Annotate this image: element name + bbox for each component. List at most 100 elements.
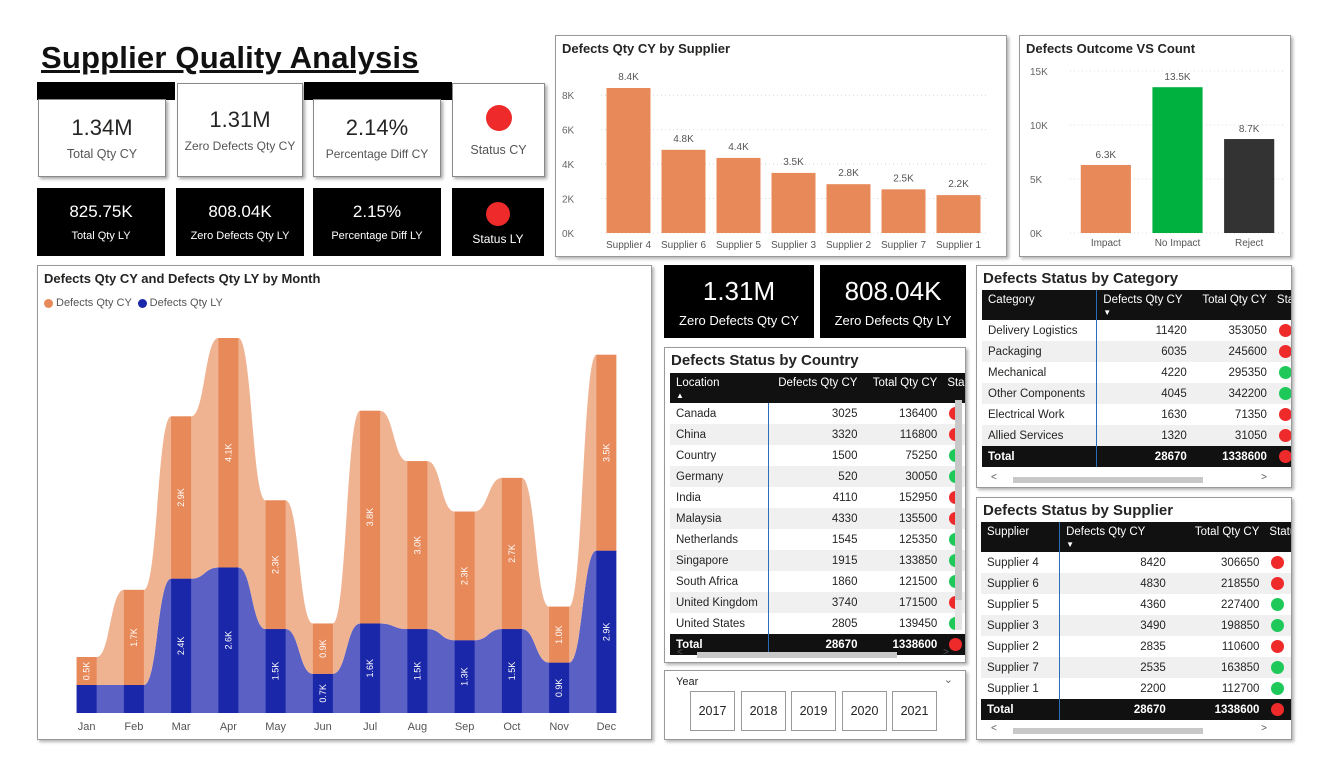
chevron-right-icon[interactable]: > [1261, 472, 1267, 483]
table-row[interactable]: Germany 520 30050 [670, 466, 965, 487]
table-row[interactable]: Supplier 7 2535 163850 [981, 657, 1291, 678]
cy-bar[interactable] [171, 416, 192, 579]
table-row[interactable]: Other Components 4045 342200 [982, 383, 1291, 404]
table-row[interactable]: Supplier 1 2200 112700 [981, 678, 1291, 699]
bar[interactable] [771, 172, 816, 233]
horizontal-scrollbar[interactable]: < > [991, 723, 1281, 736]
zero-defects-ly-card[interactable]: 808.04K Zero Defects Qty LY [820, 265, 966, 338]
table-total-row[interactable]: Total 28670 1338600 [982, 446, 1291, 467]
col-header-category[interactable]: Category [982, 290, 1097, 320]
cy-bar[interactable] [454, 511, 475, 641]
col-header-status[interactable]: Sta [943, 373, 965, 403]
ly-bar[interactable] [549, 662, 570, 713]
col-header-total-qty[interactable]: Total Qty CY [863, 373, 944, 403]
cy-bar[interactable] [312, 623, 333, 674]
kpi-percentage-diff-ly[interactable]: 2.15% Percentage Diff LY [313, 188, 441, 256]
supplier-bar-chart-panel[interactable]: Defects Qty CY by Supplier 0K 2K 4K 6K 8K 8.4… [555, 35, 1007, 257]
monthly-ribbon-chart-panel[interactable]: Defects Qty CY and Defects Qty LY by Mon… [37, 265, 652, 740]
col-header-defects-qty[interactable]: Defects Qty CY ▼ [1096, 290, 1193, 320]
table-row[interactable]: Country 1500 75250 [670, 445, 965, 466]
ly-bar[interactable] [501, 629, 522, 713]
chevron-down-icon[interactable]: ⌄ [943, 674, 953, 686]
scroll-thumb[interactable] [955, 400, 962, 600]
col-header-supplier[interactable]: Supplier [981, 522, 1060, 552]
table-row[interactable]: China 3320 116800 [670, 424, 965, 445]
cy-ribbon[interactable] [76, 338, 617, 686]
table-total-row[interactable]: Total 28670 1338600 [670, 634, 965, 655]
country-table-panel[interactable]: Defects Status by Country Location ▲ Defe… [664, 347, 966, 663]
ly-bar[interactable] [407, 629, 428, 713]
kpi-percentage-diff-cy[interactable]: 2.14% Percentage Diff CY [313, 99, 441, 177]
col-header-total-qty[interactable]: Total Qty CY [1192, 290, 1273, 320]
col-header-status[interactable]: Statu [1265, 522, 1291, 552]
table-row[interactable]: Mechanical 4220 295350 [982, 362, 1291, 383]
ly-bar[interactable] [360, 623, 381, 713]
table-row[interactable]: Supplier 5 4360 227400 [981, 594, 1291, 615]
bar[interactable] [1152, 87, 1203, 233]
table-row[interactable]: Canada 3025 136400 [670, 403, 965, 424]
category-table-panel[interactable]: Defects Status by Category Category Defe… [976, 265, 1292, 488]
category-table[interactable]: Category Defects Qty CY ▼ Total Qty CY St… [982, 290, 1291, 467]
col-header-total-qty[interactable]: Total Qty CY [1171, 522, 1266, 552]
outcome-bar-chart-panel[interactable]: Defects Outcome VS Count 0K 5K 10K 15K 6.3K I… [1019, 35, 1291, 257]
bar[interactable] [606, 87, 651, 233]
cy-bar[interactable] [596, 354, 617, 551]
table-row[interactable]: Supplier 4 8420 306650 [981, 552, 1291, 573]
kpi-zero-defects-cy[interactable]: 1.31M Zero Defects Qty CY [177, 83, 303, 177]
year-option-2021[interactable]: 2021 [892, 691, 937, 731]
bar[interactable] [1224, 139, 1275, 233]
ly-bar[interactable] [454, 640, 475, 713]
table-row[interactable]: Singapore 1915 133850 [670, 550, 965, 571]
bar[interactable] [881, 189, 926, 233]
cy-bar[interactable] [218, 338, 239, 568]
supplier-table-panel[interactable]: Defects Status by Supplier Supplier Defe… [976, 497, 1292, 740]
kpi-total-qty-cy[interactable]: 1.34M Total Qty CY [38, 99, 166, 177]
bar[interactable] [1080, 164, 1131, 233]
table-row[interactable]: Supplier 6 4830 218550 [981, 573, 1291, 594]
cy-bar[interactable] [407, 461, 428, 630]
cy-bar[interactable] [501, 477, 522, 630]
table-row[interactable]: India 4110 152950 [670, 487, 965, 508]
country-table[interactable]: Location ▲ Defects Qty CY Total Qty CY St… [670, 373, 965, 655]
zero-defects-cy-card[interactable]: 1.31M Zero Defects Qty CY [664, 265, 814, 338]
year-option-2017[interactable]: 2017 [690, 691, 735, 731]
col-header-status[interactable]: Statu [1272, 290, 1291, 320]
bar[interactable] [936, 195, 981, 233]
table-row[interactable]: Malaysia 4330 135500 [670, 508, 965, 529]
table-row[interactable]: Supplier 3 3490 198850 [981, 615, 1291, 636]
scroll-thumb[interactable] [1013, 477, 1203, 483]
col-header-defects-qty[interactable]: Defects Qty CY ▼ [1059, 522, 1172, 552]
scroll-thumb[interactable] [697, 652, 897, 658]
cy-bar[interactable] [123, 589, 144, 686]
scroll-thumb[interactable] [1013, 728, 1203, 734]
cy-bar[interactable] [360, 410, 381, 624]
col-header-location[interactable]: Location ▲ [670, 373, 769, 403]
table-row[interactable]: Delivery Logistics 11420 353050 [982, 320, 1291, 341]
table-row[interactable]: Supplier 2 2835 110600 [981, 636, 1291, 657]
kpi-status-ly[interactable]: Status LY [452, 188, 544, 256]
year-option-2018[interactable]: 2018 [741, 691, 786, 731]
table-row[interactable]: South Africa 1860 121500 [670, 571, 965, 592]
cy-bar[interactable] [549, 606, 570, 663]
chevron-left-icon[interactable]: < [991, 723, 997, 734]
chevron-right-icon[interactable]: > [943, 647, 949, 658]
ly-bar[interactable] [171, 578, 192, 713]
horizontal-scrollbar[interactable]: < > [677, 647, 959, 660]
chevron-left-icon[interactable]: < [991, 472, 997, 483]
vertical-scrollbar[interactable] [955, 400, 962, 630]
kpi-total-qty-ly[interactable]: 825.75K Total Qty LY [37, 188, 165, 256]
chevron-left-icon[interactable]: < [677, 647, 683, 658]
cy-bar[interactable] [265, 500, 286, 630]
ly-bar[interactable] [596, 550, 617, 713]
ly-bar[interactable] [265, 629, 286, 713]
table-total-row[interactable]: Total 28670 1338600 [981, 699, 1291, 720]
table-row[interactable]: Packaging 6035 245600 [982, 341, 1291, 362]
table-row[interactable]: United Kingdom 3740 171500 [670, 592, 965, 613]
chevron-right-icon[interactable]: > [1261, 723, 1267, 734]
kpi-status-cy[interactable]: Status CY [452, 83, 545, 177]
table-row[interactable]: Allied Services 1320 31050 [982, 425, 1291, 446]
bar[interactable] [716, 157, 761, 233]
bar[interactable] [826, 184, 871, 233]
supplier-table[interactable]: Supplier Defects Qty CY ▼ Total Qty CY St… [981, 522, 1291, 720]
table-row[interactable]: United States 2805 139450 [670, 613, 965, 634]
